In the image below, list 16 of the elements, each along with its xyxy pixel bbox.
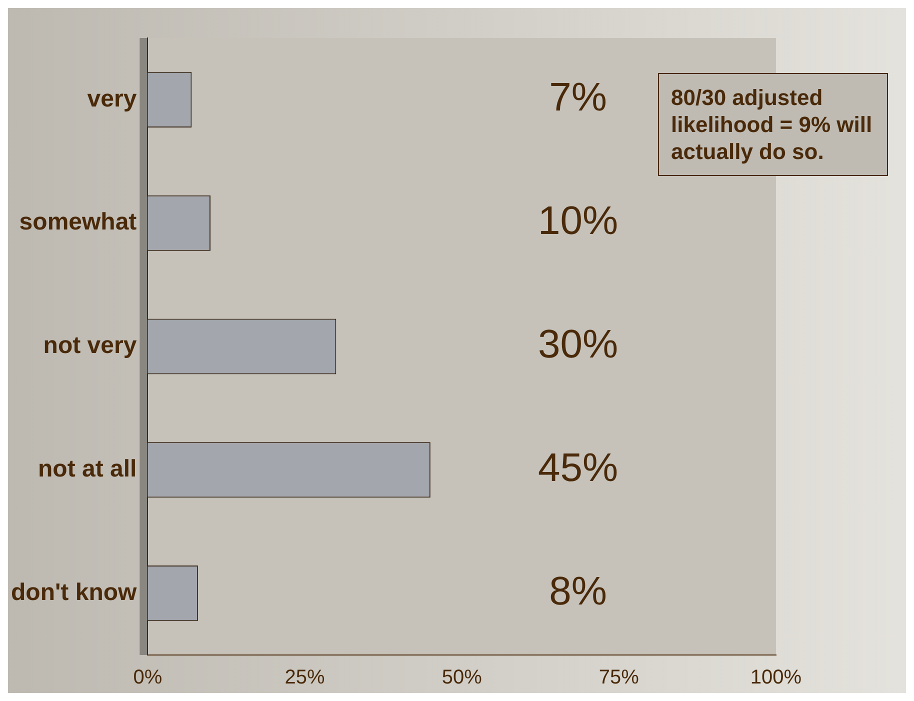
annotation: 80/30 adjusted likelihood = 9% will actually do so.	[658, 73, 888, 176]
y-tick-label: don't know	[10, 578, 138, 606]
data-label: 30%	[538, 322, 618, 367]
x-tick-label: 100%	[750, 666, 802, 689]
x-tick-label: 50%	[442, 666, 482, 689]
data-label: 45%	[538, 446, 618, 490]
y-tick-label: not at all	[38, 456, 137, 483]
data-label: 10%	[538, 199, 618, 244]
x-tick-label: 0%	[133, 666, 162, 689]
x-tick-label: 25%	[284, 666, 325, 689]
x-tick-label: 75%	[598, 666, 640, 689]
y-tick-label: somewhat	[19, 208, 137, 236]
data-label: 8%	[549, 569, 607, 614]
y-tick-label: not very	[43, 332, 138, 360]
y-tick-label: very	[87, 85, 138, 112]
data-label: 7%	[549, 76, 607, 120]
